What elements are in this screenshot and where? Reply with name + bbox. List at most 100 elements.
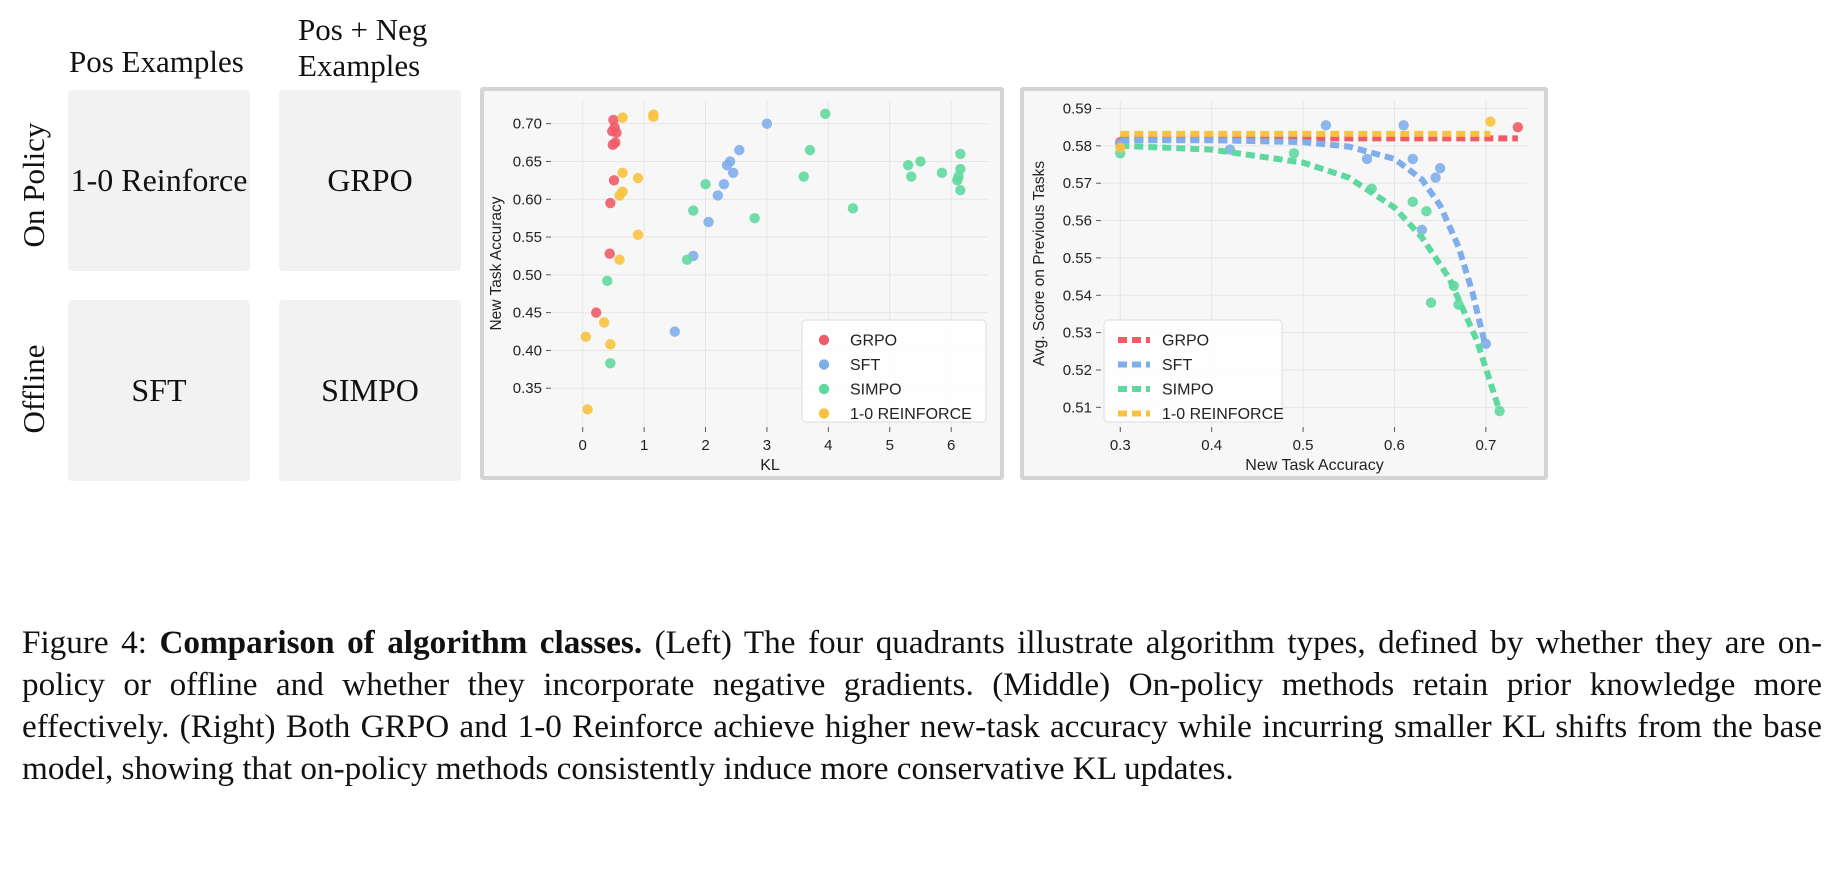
point-simpo xyxy=(820,108,831,120)
legend-box xyxy=(1103,319,1283,423)
caption-title: Comparison of algorithm classes. xyxy=(159,624,643,661)
figure-caption: Figure 4: Comparison of algorithm classe… xyxy=(22,622,1822,790)
point-1-0-reinforce xyxy=(648,111,659,123)
point-grpo xyxy=(605,197,616,209)
point-simpo xyxy=(952,175,963,186)
point-1-0-reinforce xyxy=(632,172,644,184)
row-label-on-policy: On Policy xyxy=(16,122,51,248)
accuracy-vs-prior-chart: 0.51 0.52 0.53 0.54 0.55 0.56 0.57 0.58 0.59 0.3 0… xyxy=(1031,100,1527,474)
point-simpo xyxy=(955,148,966,160)
y-tick-label: 0.51 xyxy=(1063,399,1092,416)
y-tick-label: 0.70 xyxy=(513,116,542,133)
point-simpo xyxy=(1407,196,1418,208)
x-tick-label: 0.6 xyxy=(1384,437,1405,454)
point-grpo xyxy=(1512,121,1524,133)
point-sft xyxy=(761,118,773,129)
point-sft xyxy=(669,326,681,337)
point-grpo xyxy=(608,175,620,186)
x-axis-label: New Task Accuracy xyxy=(1245,457,1383,474)
caption-body: (Left) The four quadrants illustrate alg… xyxy=(22,624,1823,787)
x-tick-label: 3 xyxy=(763,437,771,454)
point-grpo xyxy=(607,139,618,151)
point-1-0-reinforce xyxy=(582,404,593,415)
point-simpo xyxy=(688,205,699,216)
fit-line-sft xyxy=(1120,137,1489,349)
x-tick-label: 0.3 xyxy=(1110,437,1131,454)
y-tick-label: 0.60 xyxy=(513,191,542,208)
legend-label-simpo: SIMPO xyxy=(850,382,902,399)
point-grpo xyxy=(604,248,615,259)
point-simpo xyxy=(936,167,948,179)
point-grpo xyxy=(591,307,602,318)
legend-label-sft: SFT xyxy=(850,357,880,374)
legend-label-simpo: SIMPO xyxy=(1162,382,1214,399)
point-1-0-reinforce xyxy=(605,339,616,350)
kl-chart-panel: 0.35 0.40 0.45 0.50 0.55 0.60 0.65 0.70 0 1 2 3 4 5 6 K… xyxy=(480,87,1004,480)
fit-line-simpo xyxy=(1120,142,1503,413)
point-simpo xyxy=(605,358,616,369)
point-simpo xyxy=(1448,280,1460,292)
point-sft xyxy=(721,160,733,171)
point-1-0-reinforce xyxy=(580,331,591,343)
point-sft xyxy=(1416,224,1428,236)
y-tick-label: 0.55 xyxy=(1063,250,1092,267)
quad-sft: SFT xyxy=(68,300,250,481)
point-sft xyxy=(1320,120,1332,131)
point-1-0-reinforce xyxy=(632,229,644,240)
point-sft xyxy=(1434,163,1446,174)
col-header-posneg: Pos + Neg Examples xyxy=(298,12,428,83)
y-tick-label: 0.56 xyxy=(1063,213,1092,230)
y-tick-label: 0.55 xyxy=(513,229,542,246)
point-grpo xyxy=(611,127,622,138)
x-tick-label: 0.4 xyxy=(1201,437,1222,454)
caption-label: Figure 4: xyxy=(22,624,147,661)
point-1-0-reinforce xyxy=(614,254,625,265)
legend-label-sft: SFT xyxy=(1162,357,1192,374)
point-simpo xyxy=(681,254,693,265)
legend-swatch-grpo xyxy=(818,334,830,346)
point-sft xyxy=(1430,172,1441,183)
legend-label-1-0-reinforce: 1-0 REINFORCE xyxy=(850,406,972,423)
y-tick-label: 0.50 xyxy=(513,267,542,284)
point-simpo xyxy=(749,212,760,224)
y-tick-label: 0.45 xyxy=(513,305,542,322)
point-sft xyxy=(727,167,739,179)
y-tick-label: 0.59 xyxy=(1063,100,1092,117)
point-simpo xyxy=(902,160,914,171)
x-tick-label: 4 xyxy=(824,437,832,454)
point-1-0-reinforce xyxy=(598,317,610,328)
kl-vs-accuracy-chart: 0.35 0.40 0.45 0.50 0.55 0.60 0.65 0.70 0 1 2 3 4 5 6 K… xyxy=(488,101,988,474)
x-tick-label: 0.5 xyxy=(1293,437,1314,454)
point-simpo xyxy=(1288,148,1300,159)
legend-swatch-simpo xyxy=(818,383,830,395)
y-tick-label: 0.52 xyxy=(1063,362,1092,379)
point-sft xyxy=(712,190,724,201)
x-tick-label: 2 xyxy=(701,437,709,454)
point-simpo xyxy=(1366,183,1377,194)
point-sft xyxy=(718,178,730,190)
x-tick-label: 1 xyxy=(640,437,648,454)
point-simpo xyxy=(700,178,711,190)
x-tick-label: 5 xyxy=(886,437,894,454)
y-tick-label: 0.65 xyxy=(513,153,542,170)
y-tick-label: 0.58 xyxy=(1063,138,1092,155)
quad-reinforce: 1-0 Reinforce xyxy=(68,90,250,271)
x-tick-label: 6 xyxy=(947,437,955,454)
y-tick-label: 0.53 xyxy=(1063,325,1092,342)
point-simpo xyxy=(847,203,859,214)
tradeoff-chart-panel: 0.51 0.52 0.53 0.54 0.55 0.56 0.57 0.58 0.59 0.3 0… xyxy=(1020,87,1548,480)
y-tick-label: 0.54 xyxy=(1063,287,1092,304)
point-simpo xyxy=(906,171,917,182)
y-tick-label: 0.35 xyxy=(513,380,542,397)
point-sft xyxy=(734,144,745,156)
row-label-offline: Offline xyxy=(16,344,51,434)
y-tick-label: 0.57 xyxy=(1063,175,1092,192)
legend-box xyxy=(801,319,987,423)
point-sft xyxy=(1398,120,1409,131)
point-sft xyxy=(1480,338,1492,350)
point-simpo xyxy=(798,171,809,182)
legend-label-grpo: GRPO xyxy=(850,333,897,350)
x-tick-label: 0.7 xyxy=(1475,437,1496,454)
point-sft xyxy=(1407,153,1418,165)
y-axis-label: New Task Accuracy xyxy=(488,196,505,330)
